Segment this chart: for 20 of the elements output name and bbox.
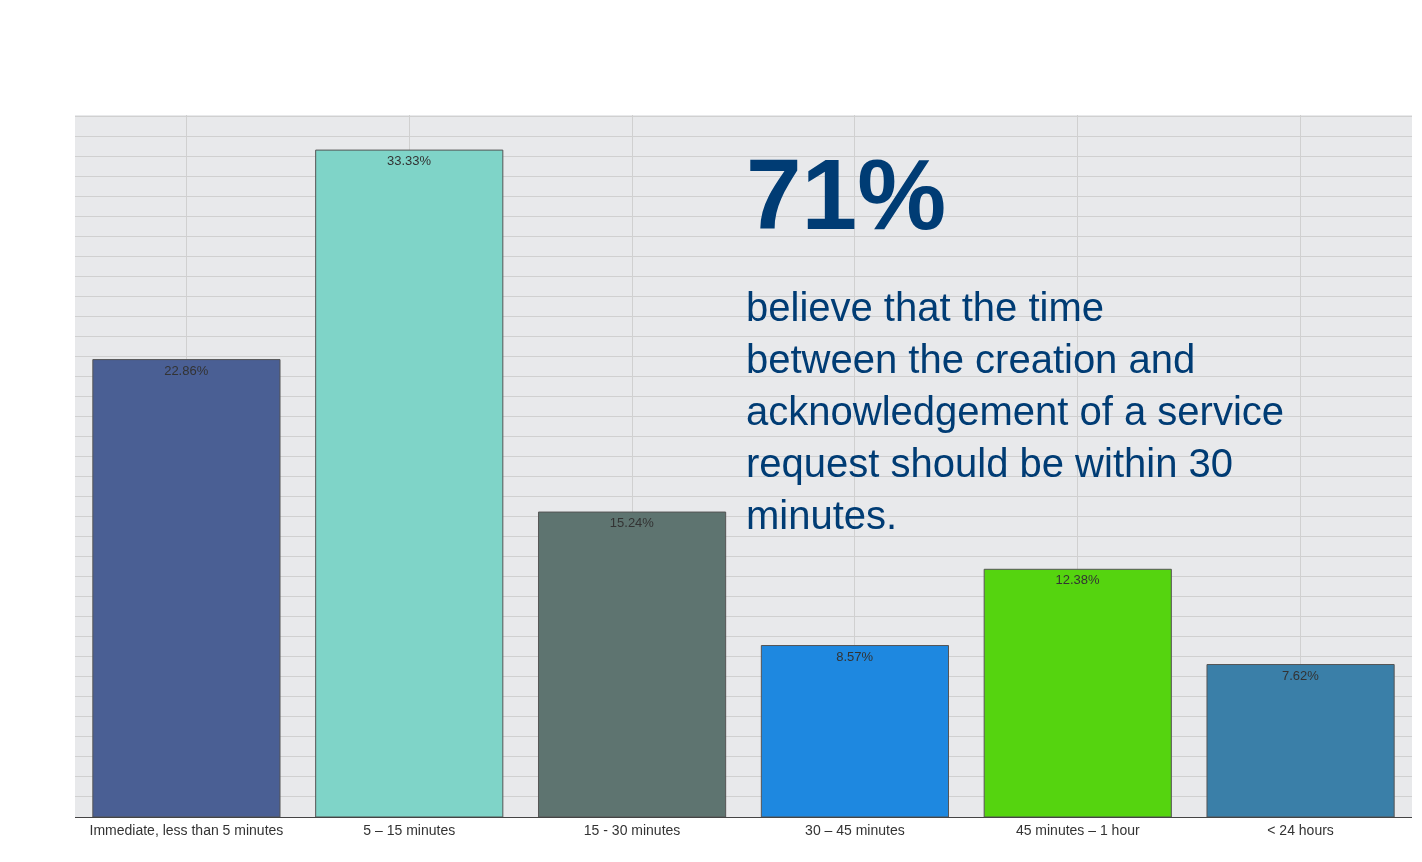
data-label: 8.57% bbox=[836, 648, 874, 664]
data-label: 12.38% bbox=[1055, 572, 1101, 588]
annotation: believe that the time between the creation and acknowledgement of a service request should be within 30 minutes. bbox=[746, 285, 1285, 537]
annotation: 71% bbox=[746, 138, 947, 250]
data-label: 15.24% bbox=[609, 515, 655, 531]
bar bbox=[315, 149, 504, 817]
x-tick-label: < 24 hours bbox=[1267, 821, 1334, 838]
data-label: 7.62% bbox=[1281, 667, 1320, 683]
x-tick-label: 15 - 30 minutes bbox=[583, 821, 681, 838]
bar bbox=[760, 645, 950, 817]
bar bbox=[92, 359, 281, 817]
x-tick-label: 5 – 15 minutes bbox=[363, 821, 456, 838]
data-label: 22.86% bbox=[164, 362, 209, 378]
x-tick-label: 30 – 45 minutes bbox=[805, 821, 905, 838]
bar bbox=[537, 511, 727, 817]
x-tick-label: Immediate, less than 5 minutes bbox=[89, 821, 284, 838]
data-label: 33.33% bbox=[386, 153, 432, 169]
bar bbox=[983, 568, 1172, 817]
x-tick-label: 45 minutes – 1 hour bbox=[1015, 821, 1140, 838]
bar bbox=[1206, 664, 1395, 817]
